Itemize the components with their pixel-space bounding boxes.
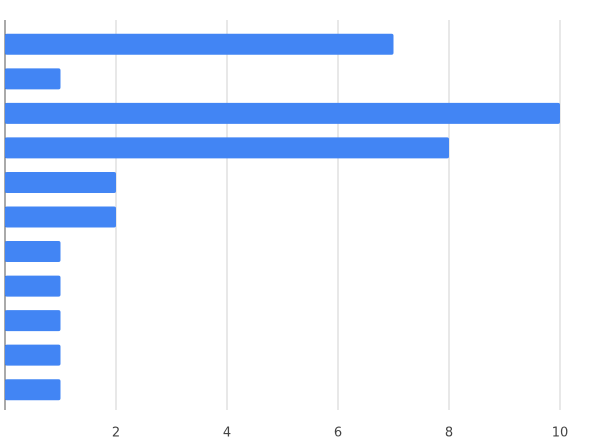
x-tick-label: 10 <box>552 426 569 439</box>
bar <box>5 33 394 55</box>
bar <box>5 275 61 297</box>
x-tick-label: 2 <box>112 426 120 439</box>
bar <box>5 344 61 366</box>
bar <box>5 137 449 159</box>
bar <box>5 171 116 193</box>
x-tick-label: 8 <box>445 426 453 439</box>
bar <box>5 68 61 90</box>
bar <box>5 206 116 228</box>
bar <box>5 102 560 124</box>
bar <box>5 310 61 332</box>
x-tick-label: 6 <box>334 426 342 439</box>
bar <box>5 241 61 263</box>
x-tick-label: 4 <box>223 426 231 439</box>
bar <box>5 379 61 401</box>
